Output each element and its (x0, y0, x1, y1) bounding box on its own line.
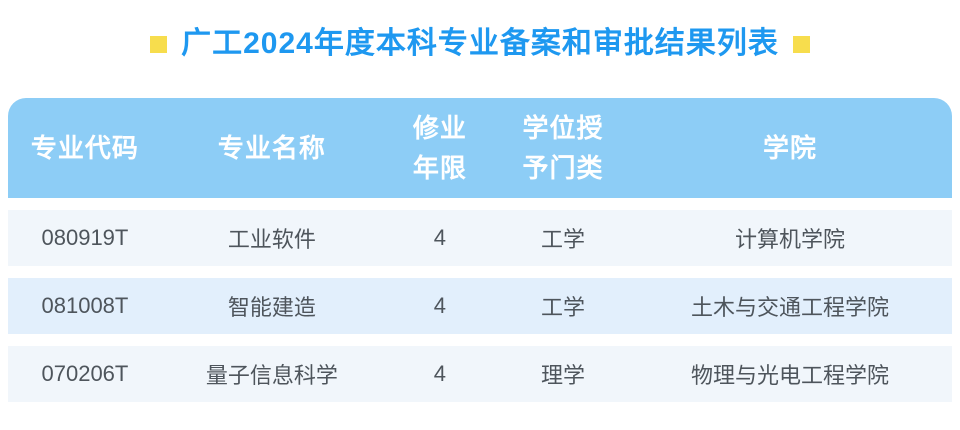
page-title: 广工2024年度本科专业备案和审批结果列表 (181, 27, 779, 60)
title-bar: 广工2024年度本科专业备案和审批结果列表 (0, 26, 960, 62)
programs-table: 专业代码 专业名称 修业 年限 学位授 予门类 学院 080919T 工业软件 … (8, 98, 952, 402)
cell-name: 智能建造 (227, 295, 316, 320)
cell-code: 080919T (41, 225, 129, 250)
cell-degree: 理学 (541, 363, 586, 388)
cell-degree: 工学 (541, 227, 586, 252)
table-row: 070206T 量子信息科学 4 理学 物理与光电工程学院 (8, 346, 952, 402)
cell-degree: 工学 (541, 295, 586, 320)
cell-name: 工业软件 (227, 227, 316, 252)
cell-years: 4 (433, 361, 446, 386)
cell-college: 物理与光电工程学院 (691, 363, 890, 388)
column-header-degree: 学位授 予门类 (522, 113, 604, 183)
column-header-college: 学院 (763, 133, 818, 163)
yellow-square-icon (792, 35, 810, 53)
column-header-code: 专业代码 (30, 133, 139, 163)
table-row: 080919T 工业软件 4 工学 计算机学院 (8, 210, 952, 266)
yellow-square-icon (150, 35, 168, 53)
cell-years: 4 (433, 225, 446, 250)
column-header-name: 专业名称 (217, 133, 326, 163)
cell-code: 081008T (41, 293, 129, 318)
cell-college: 土木与交通工程学院 (691, 295, 890, 320)
table-row: 081008T 智能建造 4 工学 土木与交通工程学院 (8, 278, 952, 334)
cell-code: 070206T (41, 361, 129, 386)
cell-years: 4 (433, 293, 446, 318)
table-header-row: 专业代码 专业名称 修业 年限 学位授 予门类 学院 (8, 98, 952, 198)
cell-name: 量子信息科学 (205, 363, 338, 388)
column-header-years: 修业 年限 (412, 113, 467, 183)
cell-college: 计算机学院 (735, 227, 846, 252)
